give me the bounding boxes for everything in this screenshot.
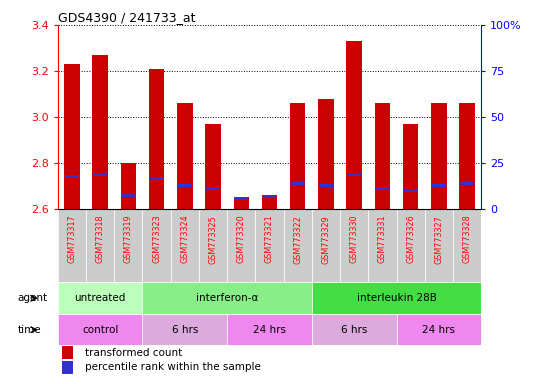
- Bar: [431, 103, 447, 209]
- Text: GSM773326: GSM773326: [406, 215, 415, 263]
- Bar: [403, 124, 419, 209]
- Bar: [234, 197, 249, 209]
- Text: untreated: untreated: [74, 293, 126, 303]
- Bar: [178, 184, 192, 187]
- Bar: [432, 184, 446, 187]
- Text: GSM773321: GSM773321: [265, 215, 274, 263]
- Bar: [120, 163, 136, 209]
- Text: GSM773320: GSM773320: [236, 215, 246, 263]
- Bar: [290, 103, 305, 209]
- Bar: [199, 209, 227, 283]
- Bar: [65, 175, 79, 178]
- Text: GSM773328: GSM773328: [463, 215, 472, 263]
- Text: GSM773325: GSM773325: [208, 215, 218, 263]
- Bar: [284, 209, 312, 283]
- Bar: [58, 209, 86, 283]
- Bar: [459, 103, 475, 209]
- Bar: [122, 194, 135, 197]
- Bar: [347, 173, 361, 176]
- Text: 6 hrs: 6 hrs: [172, 325, 198, 335]
- Text: GSM773324: GSM773324: [180, 215, 189, 263]
- Text: interferon-α: interferon-α: [196, 293, 258, 303]
- Bar: [376, 187, 389, 190]
- Bar: [64, 64, 80, 209]
- Bar: [177, 103, 192, 209]
- Bar: [404, 189, 417, 192]
- Text: interleukin 28B: interleukin 28B: [356, 293, 437, 303]
- Bar: [234, 197, 248, 200]
- Bar: [149, 69, 164, 209]
- Text: GDS4390 / 241733_at: GDS4390 / 241733_at: [58, 11, 195, 24]
- Bar: [312, 209, 340, 283]
- Bar: [92, 55, 108, 209]
- Bar: [425, 209, 453, 283]
- Bar: [150, 177, 163, 180]
- Text: GSM773319: GSM773319: [124, 215, 133, 263]
- Text: percentile rank within the sample: percentile rank within the sample: [85, 362, 261, 372]
- Bar: [319, 184, 333, 187]
- Text: time: time: [18, 325, 41, 335]
- Bar: [262, 195, 277, 209]
- Bar: [142, 209, 170, 283]
- Bar: [206, 187, 220, 190]
- Bar: [142, 314, 227, 346]
- Bar: [62, 361, 73, 374]
- Text: 24 hrs: 24 hrs: [422, 325, 455, 335]
- Text: GSM773317: GSM773317: [67, 215, 76, 263]
- Bar: [318, 99, 334, 209]
- Bar: [312, 314, 397, 346]
- Bar: [86, 209, 114, 283]
- Bar: [170, 209, 199, 283]
- Text: agent: agent: [18, 293, 48, 303]
- Bar: [227, 314, 312, 346]
- Bar: [453, 209, 481, 283]
- Text: GSM773329: GSM773329: [321, 215, 331, 263]
- Bar: [114, 209, 142, 283]
- Bar: [205, 124, 221, 209]
- Text: GSM773318: GSM773318: [96, 215, 104, 263]
- Bar: [62, 346, 73, 359]
- Text: 6 hrs: 6 hrs: [341, 325, 367, 335]
- Bar: [142, 283, 312, 314]
- Bar: [255, 209, 284, 283]
- Bar: [368, 209, 397, 283]
- Text: GSM773323: GSM773323: [152, 215, 161, 263]
- Bar: [375, 103, 390, 209]
- Bar: [397, 314, 481, 346]
- Text: control: control: [82, 325, 118, 335]
- Text: GSM773331: GSM773331: [378, 215, 387, 263]
- Text: GSM773322: GSM773322: [293, 215, 303, 263]
- Bar: [397, 209, 425, 283]
- Text: GSM773330: GSM773330: [350, 215, 359, 263]
- Bar: [312, 283, 481, 314]
- Bar: [227, 209, 255, 283]
- Text: 24 hrs: 24 hrs: [253, 325, 286, 335]
- Bar: [93, 173, 107, 176]
- Bar: [340, 209, 368, 283]
- Text: GSM773327: GSM773327: [434, 215, 443, 263]
- Bar: [58, 314, 142, 346]
- Bar: [58, 283, 142, 314]
- Text: transformed count: transformed count: [85, 348, 183, 358]
- Bar: [262, 195, 277, 198]
- Bar: [460, 182, 474, 185]
- Bar: [291, 182, 305, 185]
- Bar: [346, 41, 362, 209]
